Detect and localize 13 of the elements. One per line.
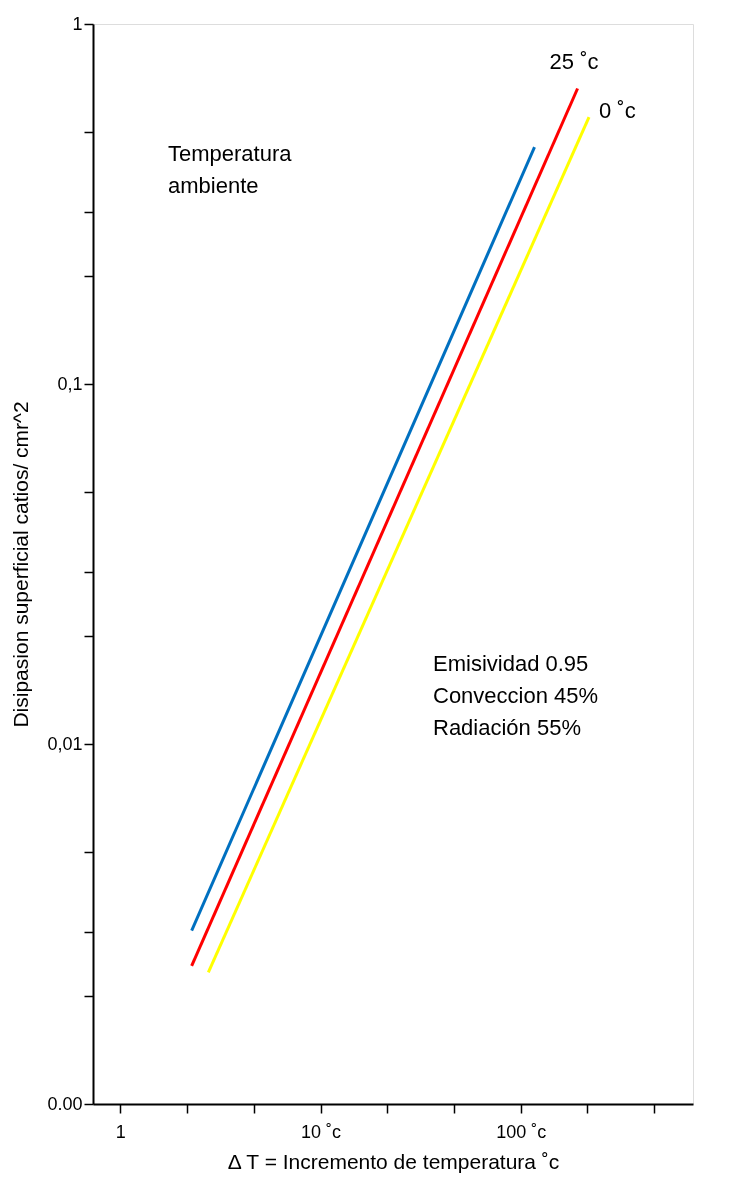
series-label: 0 ˚c bbox=[599, 98, 636, 124]
y-tick-label: 0,01 bbox=[47, 733, 83, 754]
y-tick-label: 0.00 bbox=[47, 1093, 83, 1114]
annotation: Emisividad 0.95 Conveccion 45% Radiación 55% bbox=[433, 651, 599, 740]
annotation: Temperatura ambiente bbox=[168, 141, 293, 198]
y-tick-label: 0,1 bbox=[57, 373, 83, 394]
x-tick-label: 1 bbox=[115, 1121, 126, 1142]
y-axis-title: Disipasion superficial catios/ cmr^2 bbox=[9, 401, 33, 728]
series-label: 25 ˚c bbox=[549, 49, 599, 75]
x-tick-label: 100 ˚c bbox=[496, 1121, 547, 1142]
x-axis-title: Δ T = Incremento de temperatura ˚c bbox=[227, 1149, 560, 1173]
x-tick-label: 10 ˚c bbox=[301, 1121, 342, 1142]
y-tick-label: 1 bbox=[72, 13, 83, 34]
